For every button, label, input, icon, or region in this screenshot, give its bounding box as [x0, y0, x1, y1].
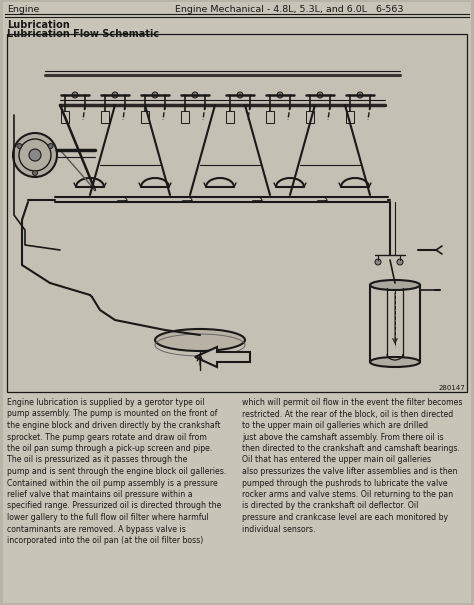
Text: then directed to the crankshaft and camshaft bearings.: then directed to the crankshaft and cams…: [242, 444, 460, 453]
Text: pump and is sent through the engine block oil galleries.: pump and is sent through the engine bloc…: [7, 467, 227, 476]
Bar: [370, 285, 420, 362]
Bar: [306, 111, 314, 123]
Circle shape: [72, 92, 78, 98]
Text: rocker arms and valve stems. Oil returning to the pan: rocker arms and valve stems. Oil returni…: [242, 490, 453, 499]
Bar: [61, 111, 69, 123]
Text: relief valve that maintains oil pressure within a: relief valve that maintains oil pressure…: [7, 490, 192, 499]
Text: individual sensors.: individual sensors.: [242, 525, 316, 534]
Circle shape: [237, 92, 243, 98]
Text: the oil pan sump through a pick-up screen and pipe.: the oil pan sump through a pick-up scree…: [7, 444, 212, 453]
Bar: [226, 111, 234, 123]
Circle shape: [397, 259, 403, 265]
Circle shape: [112, 92, 118, 98]
Text: pump assembly. The pump is mounted on the front of: pump assembly. The pump is mounted on th…: [7, 410, 218, 419]
Bar: [346, 111, 354, 123]
Circle shape: [192, 92, 198, 98]
Circle shape: [17, 143, 22, 148]
Text: pumped through the pushrods to lubricate the valve: pumped through the pushrods to lubricate…: [242, 479, 447, 488]
Bar: [141, 111, 149, 123]
Circle shape: [152, 92, 158, 98]
Circle shape: [375, 259, 381, 265]
Text: Contained within the oil pump assembly is a pressure: Contained within the oil pump assembly i…: [7, 479, 218, 488]
Text: Engine: Engine: [7, 5, 39, 14]
Text: is directed by the crankshaft oil deflector. Oil: is directed by the crankshaft oil deflec…: [242, 502, 419, 511]
Circle shape: [13, 133, 57, 177]
Text: Engine Mechanical - 4.8L, 5.3L, and 6.0L   6-563: Engine Mechanical - 4.8L, 5.3L, and 6.0L…: [175, 5, 403, 14]
Text: Oil that has entered the upper main oil galleries: Oil that has entered the upper main oil …: [242, 456, 431, 465]
Bar: [266, 111, 274, 123]
Text: pressure and crankcase level are each monitored by: pressure and crankcase level are each mo…: [242, 513, 448, 522]
Ellipse shape: [155, 329, 245, 351]
Ellipse shape: [370, 280, 420, 290]
Circle shape: [357, 92, 363, 98]
Text: Lubrication: Lubrication: [7, 20, 70, 30]
Text: lower gallery to the full flow oil filter where harmful: lower gallery to the full flow oil filte…: [7, 513, 209, 522]
Circle shape: [48, 143, 53, 148]
Text: which will permit oil flow in the event the filter becomes: which will permit oil flow in the event …: [242, 398, 463, 407]
Circle shape: [277, 92, 283, 98]
Text: incorporated into the oil pan (at the oil filter boss): incorporated into the oil pan (at the oi…: [7, 536, 203, 545]
Circle shape: [317, 92, 323, 98]
FancyArrow shape: [195, 347, 250, 367]
Circle shape: [29, 149, 41, 161]
Text: Engine lubrication is supplied by a gerotor type oil: Engine lubrication is supplied by a gero…: [7, 398, 204, 407]
Text: to the upper main oil galleries which are drilled: to the upper main oil galleries which ar…: [242, 421, 428, 430]
Text: just above the camshaft assembly. From there oil is: just above the camshaft assembly. From t…: [242, 433, 444, 442]
Circle shape: [33, 171, 37, 175]
Ellipse shape: [370, 357, 420, 367]
Bar: [181, 111, 189, 123]
Text: Lubrication Flow Schematic: Lubrication Flow Schematic: [7, 29, 159, 39]
Text: The oil is pressurized as it passes through the: The oil is pressurized as it passes thro…: [7, 456, 187, 465]
Text: specified range. Pressurized oil is directed through the: specified range. Pressurized oil is dire…: [7, 502, 221, 511]
Text: 280147: 280147: [438, 385, 465, 391]
Bar: [7, 34, 467, 392]
Text: sprocket. The pump gears rotate and draw oil from: sprocket. The pump gears rotate and draw…: [7, 433, 207, 442]
Text: the engine block and driven directly by the crankshaft: the engine block and driven directly by …: [7, 421, 220, 430]
Text: restricted. At the rear of the block, oil is then directed: restricted. At the rear of the block, oi…: [242, 410, 453, 419]
Bar: [101, 111, 109, 123]
Text: contaminants are removed. A bypass valve is: contaminants are removed. A bypass valve…: [7, 525, 186, 534]
Text: also pressurizes the valve lifter assemblies and is then: also pressurizes the valve lifter assemb…: [242, 467, 457, 476]
